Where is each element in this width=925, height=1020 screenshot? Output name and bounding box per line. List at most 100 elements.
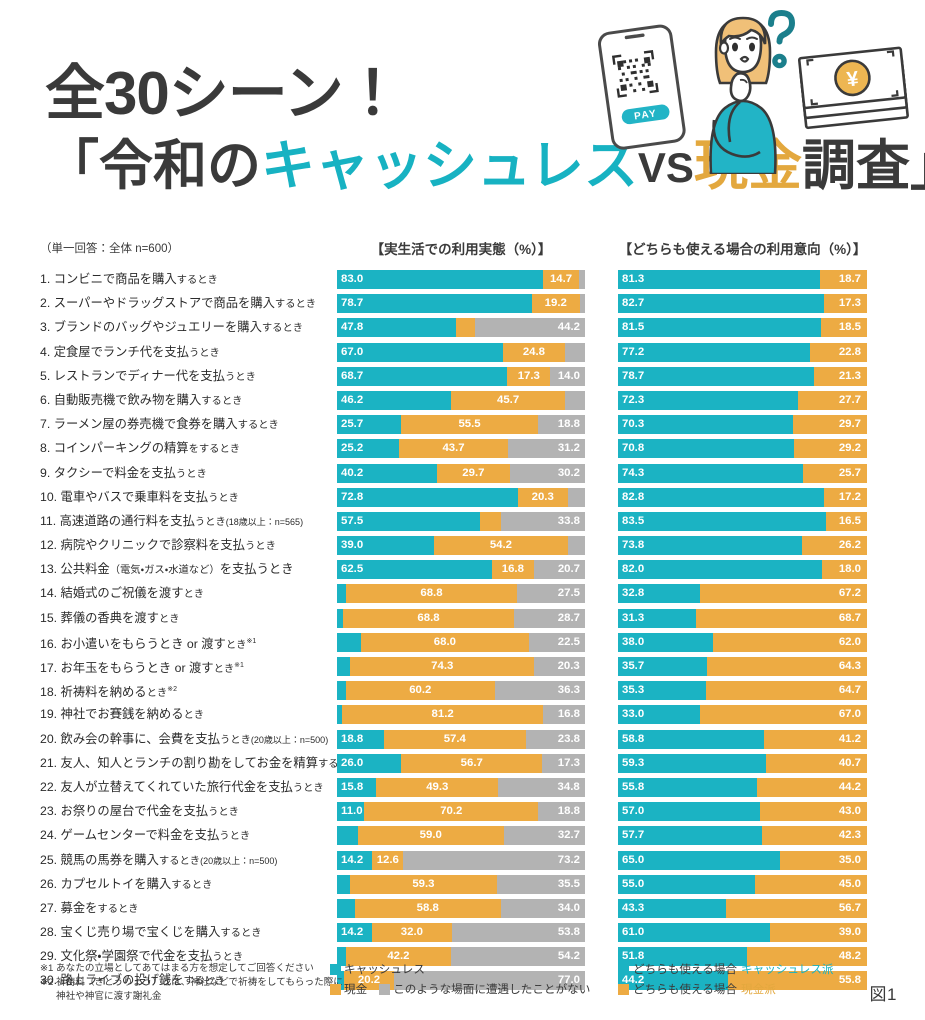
title-cashless-text: キャッシュレス [261,136,638,196]
bar-value-never: 18.8 [557,805,580,818]
chart-row: 18. 祈祷料を納めるとき※2 3.5 60.2 36.3 35.3 64.7 [0,679,925,703]
figure-label: 図1 [869,985,897,1004]
bar-group-actual-usage: 14.2 12.6 73.2 [337,850,585,870]
row-label: 7. ラーメン屋の券売機で食券を購入するとき [40,416,279,434]
chart-row: 16. お小遣いをもらうとき or 渡すとき※1 9.5 68.0 22.5 38.0 6… [0,631,925,655]
bar-value-intent-cashless: 70.8 [622,442,645,455]
bar-group-usage-intent: 65.0 35.0 [618,850,867,870]
row-label-suffix: うとき [212,952,244,964]
bar-segment-cash: 59.0 [357,826,504,846]
bar-value-cash: 60.2 [409,684,432,697]
bar-value-cash: 17.3 [517,369,540,382]
bar-group-actual-usage: 5.3 74.3 20.3 [337,657,585,676]
bar-segment-cash: 32.0 [372,923,452,943]
legend-label-intent-cash-base: どちらも使える場合 [633,982,737,996]
bar-value-cashless: 78.7 [341,297,364,310]
bar-group-usage-intent: 82.8 17.2 [618,487,867,507]
bar-segment-cash: 56.7 [401,753,543,773]
bar-segment-cash: 19.2 [531,294,580,314]
bar-segment-intent-cashless: 31.3 [618,608,696,628]
header-illustration: PAY [580,2,915,176]
bar-value-never: 54.2 [557,950,580,963]
legend-swatch-cash [330,984,341,996]
bar-segment-intent-cash: 45.0 [754,874,867,894]
title-close-bracket: 」 [910,136,925,196]
bar-segment-cashless: 78.7 [337,294,532,314]
row-label-suffix: するとき [220,928,262,940]
row-label-main: 高速道路の通行料を支払 [59,513,195,528]
row-label: 28. 宝くじ売り場で宝くじを購入するとき [40,924,262,942]
row-label: 19. 神社でお賽銭を納めるとき [40,706,204,724]
bar-segment-intent-cashless: 82.7 [618,294,824,314]
row-number: 26. [40,876,61,891]
row-label: 9. タクシーで料金を支払うとき [40,465,207,483]
bar-value-cash: 16.8 [501,563,524,576]
bar-group-actual-usage: 9.5 68.0 22.5 [337,632,585,652]
row-number: 24. [40,828,61,843]
row-label: 12. 病院やクリニックで診察料を支払うとき [40,537,276,555]
row-label-main: 公共料金 [60,562,110,577]
bar-segment-intent-cash: 35.0 [779,850,867,870]
bar-segment-intent-cash: 17.2 [824,487,867,507]
row-label-suffix: うとき [292,782,324,794]
legend-row-intent-cash: どちらも使える場合 現金派 [618,981,834,999]
bar-segment-cashless: 39.0 [337,536,434,556]
bar-value-cash: 59.3 [412,877,435,890]
bar-group-actual-usage: 2.5 68.8 28.7 [337,608,585,628]
bar-value-cashless: 62.5 [341,563,364,576]
bar-value-never: 34.0 [557,901,580,914]
bar-segment-intent-cash: 18.5 [820,318,867,338]
row-label: 18. 祈祷料を納めるとき※2 [40,682,177,702]
legend-swatch-never [379,984,391,996]
bar-segment-never: 18.8 [538,415,585,435]
bar-segment-cash: 68.8 [343,608,514,628]
bar-value-intent-cash: 26.2 [838,539,861,552]
bar-group-actual-usage: 5.2 59.3 35.5 [337,874,585,894]
bar-group-usage-intent: 31.3 68.7 [618,608,867,628]
bar-value-never: 34.8 [557,780,580,793]
bar-group-actual-usage: 78.7 19.2 2.2 [337,294,585,314]
bar-value-intent-cash: 27.7 [838,393,861,406]
row-label: 16. お小遣いをもらうとき or 渡すとき※1 [40,634,256,654]
bar-segment-never: 18.8 [538,802,585,822]
row-label-suffix: うとき [208,807,239,819]
bar-value-intent-cashless: 44.2 [622,974,645,987]
bar-segment-never: 2.2 [579,294,585,314]
bar-value-intent-cash: 64.3 [838,660,861,672]
bar-group-usage-intent: 55.8 44.2 [618,777,867,797]
bar-value-cashless: 15.8 [341,780,364,793]
bar-group-usage-intent: 83.5 16.5 [618,511,867,531]
bar-value-cash: 19.2 [544,297,567,310]
bar-segment-intent-cashless: 55.8 [618,777,757,797]
bar-value-intent-cash: 64.7 [838,684,861,697]
bar-value-never: 23.8 [557,732,580,745]
bar-value-intent-cash: 56.7 [838,901,861,914]
row-label-suffix: をするとき [188,444,241,456]
legend-swatch-intent-cashless [618,964,629,976]
bar-segment-intent-cash: 21.3 [813,366,867,386]
bar-segment-cashless: 8.3 [337,826,358,846]
chart-row: 20. 飲み会の幹事に、会費を支払うとき(20歳以上：n=500) 18.8 57.… [0,728,925,752]
bar-group-usage-intent: 78.7 21.3 [618,366,867,386]
bar-value-intent-cashless: 32.8 [622,587,645,600]
bar-group-actual-usage: 47.8 8.0 44.2 [337,318,585,338]
bar-value-cash: 58.8 [416,901,439,914]
row-label-main: お年玉をもらうとき or 渡す [60,661,214,676]
row-label-suffix: とき [225,639,247,651]
bar-segment-cash: 8.7 [479,511,502,531]
bar-segment-never: 16.8 [543,705,585,725]
bar-segment-cashless: 11.0 [337,802,365,822]
row-label-main: タクシーで料金を支払 [53,465,176,480]
row-label: 8. コインパーキングの精算をするとき [40,440,240,458]
bar-value-intent-cash: 55.8 [838,974,861,987]
bar-group-actual-usage: 72.8 20.3 6.8 [337,487,585,507]
bar-value-intent-cash: 45.0 [838,877,861,890]
bar-segment-cashless: 72.8 [337,487,518,507]
bar-segment-intent-cashless: 77.2 [618,342,811,362]
title-survey-word: 調査 [801,136,910,196]
legend-item-cash: 現金 [330,981,367,999]
bar-value-never: 36.3 [557,684,580,697]
row-label-suffix: とき [183,589,205,601]
bar-value-cash: 55.5 [458,418,481,431]
bar-group-actual-usage: 62.5 16.8 20.7 [337,560,585,580]
